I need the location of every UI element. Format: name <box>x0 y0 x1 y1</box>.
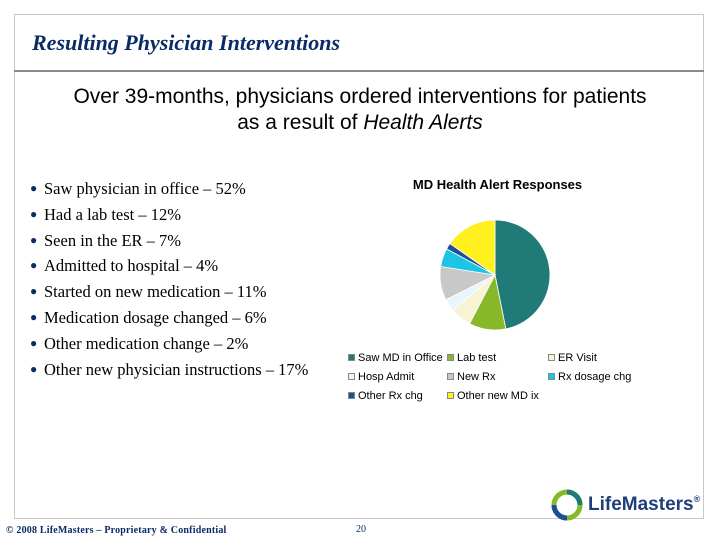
legend-label: Rx dosage chg <box>558 371 632 383</box>
bullet-icon: ● <box>30 181 38 195</box>
list-item: ● Admitted to hospital – 4% <box>30 253 330 279</box>
list-item-text: Seen in the ER – 7% <box>44 230 182 250</box>
bullet-icon: ● <box>30 232 38 247</box>
legend-item: ER Visit <box>548 352 597 364</box>
logo-text: LifeMasters <box>588 494 694 515</box>
bullet-icon: ● <box>30 284 38 299</box>
list-item-text: Medication dosage changed – 6% <box>44 307 267 327</box>
legend-label: ER Visit <box>558 352 597 364</box>
list-item-text: Saw physician in office – 52% <box>44 179 246 198</box>
title-divider <box>14 70 704 72</box>
chart-title: MD Health Alert Responses <box>412 177 583 192</box>
legend-swatch <box>348 372 355 380</box>
list-item: ● Saw physician in office – 52% <box>30 176 330 202</box>
list-item: ● Medication dosage changed – 6% <box>30 305 330 331</box>
list-item: ● Had a lab test – 12% <box>30 202 330 228</box>
legend-swatch <box>447 353 454 361</box>
pie-slice-other-new-md-ix <box>449 219 496 276</box>
list-item: ● Other new physician instructions – 17% <box>30 357 330 383</box>
slide-subtitle: Over 39-months, physicians ordered inter… <box>18 84 702 136</box>
lifemasters-logo-icon <box>551 489 583 521</box>
intervention-list: ● Saw physician in office – 52% ● Had a la… <box>30 176 330 382</box>
legend-swatch <box>348 391 355 399</box>
legend-item: New Rx <box>447 371 496 383</box>
legend-swatch <box>548 353 555 361</box>
bullet-icon: ● <box>30 309 38 324</box>
bullet-icon: ● <box>30 258 38 273</box>
legend-label: New Rx <box>457 371 496 383</box>
legend-label: Other Rx chg <box>358 390 423 402</box>
bullet-icon: ● <box>30 361 38 376</box>
legend-label: Hosp Admit <box>358 371 415 383</box>
subtitle-line-1: Over 39-months, physicians ordered inter… <box>73 85 647 108</box>
list-item-text: Other new physician instructions – 17% <box>44 359 309 379</box>
legend-item: Other Rx chg <box>348 390 423 402</box>
legend-item: Hosp Admit <box>348 371 414 383</box>
legend-label: Saw MD in Office <box>358 352 443 364</box>
bullet-icon: ● <box>30 206 38 221</box>
legend-item: Saw MD in Office <box>348 352 443 364</box>
list-item-text: Started on new medication – 11% <box>44 282 267 302</box>
legend-swatch <box>348 353 355 361</box>
legend-item: Other new MD ix <box>447 390 539 402</box>
subtitle-line-2: as a result of Health Alerts <box>18 110 702 136</box>
legend-label: Lab test <box>457 352 497 364</box>
pie-slice-saw-md-in-office <box>494 219 551 330</box>
list-item-text: Other medication change – 2% <box>44 333 249 353</box>
legend-label: Other new MD ix <box>457 390 539 402</box>
list-item: ● Started on new medication – 11% <box>30 279 330 305</box>
legend-swatch <box>447 372 454 380</box>
list-item-text: Had a lab test – 12% <box>44 204 182 224</box>
list-item: ● Seen in the ER – 7% <box>30 228 330 254</box>
footer-copyright: © 2008 LifeMasters – Proprietary & Confi… <box>6 525 227 536</box>
legend-item: Lab test <box>447 352 496 364</box>
logo-wordmark: LifeMasters® <box>588 494 700 516</box>
list-item: ● Other medication change – 2% <box>30 331 330 357</box>
legend-swatch <box>548 372 555 380</box>
slide-border <box>14 14 704 519</box>
subtitle-line-2-prefix: as a result of <box>237 111 364 134</box>
page-number: 20 <box>356 524 366 535</box>
registered-mark: ® <box>693 494 701 504</box>
list-item-text: Admitted to hospital – 4% <box>44 256 219 276</box>
slide-title: Resulting Physician Interventions <box>32 30 341 55</box>
legend-item: Rx dosage chg <box>548 371 631 383</box>
legend-swatch <box>447 391 454 399</box>
bullet-icon: ● <box>30 335 38 350</box>
subtitle-emphasis: Health Alerts <box>363 111 483 134</box>
pie-chart <box>439 219 551 331</box>
